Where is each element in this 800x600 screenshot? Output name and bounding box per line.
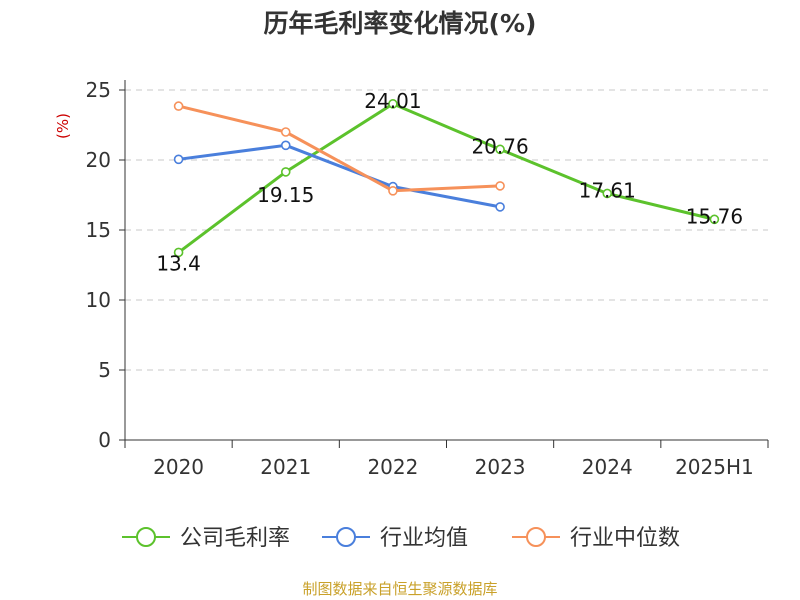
series-1-point bbox=[495, 202, 505, 212]
legend[interactable]: 公司毛利率 行业均值 行业中位数 bbox=[122, 526, 680, 551]
series-0-point bbox=[709, 214, 720, 225]
legend-marker bbox=[136, 527, 156, 547]
y-tick-label: 25 bbox=[86, 78, 111, 102]
legend-label: 行业均值 bbox=[380, 526, 468, 551]
legend-label: 行业中位数 bbox=[570, 526, 680, 551]
x-tick-label: 2020 bbox=[153, 455, 204, 479]
legend-item-1[interactable]: 行业均值 bbox=[322, 526, 468, 551]
x-tick-label: 2024 bbox=[582, 455, 633, 479]
data-label: 17.61 bbox=[579, 178, 636, 202]
series-0-line bbox=[177, 102, 715, 254]
series-0-point bbox=[280, 167, 291, 177]
y-tick-label: 5 bbox=[98, 358, 111, 382]
data-label: 19.15 bbox=[257, 183, 314, 207]
series-0-point bbox=[602, 188, 613, 199]
series-0-point bbox=[388, 99, 398, 109]
data-labels: 13.4 19.15 24.01 20.76 17.61 15.76 bbox=[156, 89, 743, 276]
legend-marker bbox=[526, 527, 546, 547]
data-label: 24.01 bbox=[364, 89, 421, 113]
series-2-point bbox=[495, 181, 505, 191]
series-2-point bbox=[280, 127, 291, 137]
series-1-point bbox=[173, 154, 184, 165]
legend-item-0[interactable]: 公司毛利率 bbox=[122, 526, 290, 551]
data-source-note: 制图数据来自恒生聚源数据库 bbox=[302, 580, 497, 598]
legend-marker bbox=[336, 527, 356, 547]
y-axis-unit: (%) bbox=[54, 113, 72, 139]
y-tick-label: 0 bbox=[98, 428, 111, 452]
series-lines bbox=[173, 99, 720, 258]
x-tick-label: 2025H1 bbox=[675, 455, 754, 479]
x-tick-label: 2021 bbox=[260, 455, 311, 479]
grid-lines bbox=[125, 89, 768, 371]
data-label: 20.76 bbox=[471, 134, 528, 158]
chart-title: 历年毛利率变化情况(%) bbox=[264, 9, 537, 38]
series-2-point bbox=[388, 186, 398, 196]
series-1-point bbox=[280, 140, 291, 151]
data-label: 15.76 bbox=[686, 204, 743, 228]
y-tick-label: 15 bbox=[86, 218, 111, 242]
series-2-point bbox=[173, 101, 184, 111]
legend-item-2[interactable]: 行业中位数 bbox=[512, 526, 680, 551]
series-2-line bbox=[178, 104, 501, 193]
x-tick-label: 2022 bbox=[367, 455, 418, 479]
series-0-point bbox=[495, 144, 505, 155]
y-tick-label: 20 bbox=[86, 148, 111, 172]
series-1-line bbox=[178, 143, 501, 209]
axes: 0 5 10 15 20 25 2020 2021 2022 2023 2024 2025H1 bbox=[86, 78, 769, 479]
series-0-point bbox=[173, 247, 184, 258]
legend-label: 公司毛利率 bbox=[180, 526, 290, 551]
data-label: 13.4 bbox=[156, 251, 201, 275]
x-tick-label: 2023 bbox=[475, 455, 526, 479]
y-tick-label: 10 bbox=[86, 288, 111, 312]
